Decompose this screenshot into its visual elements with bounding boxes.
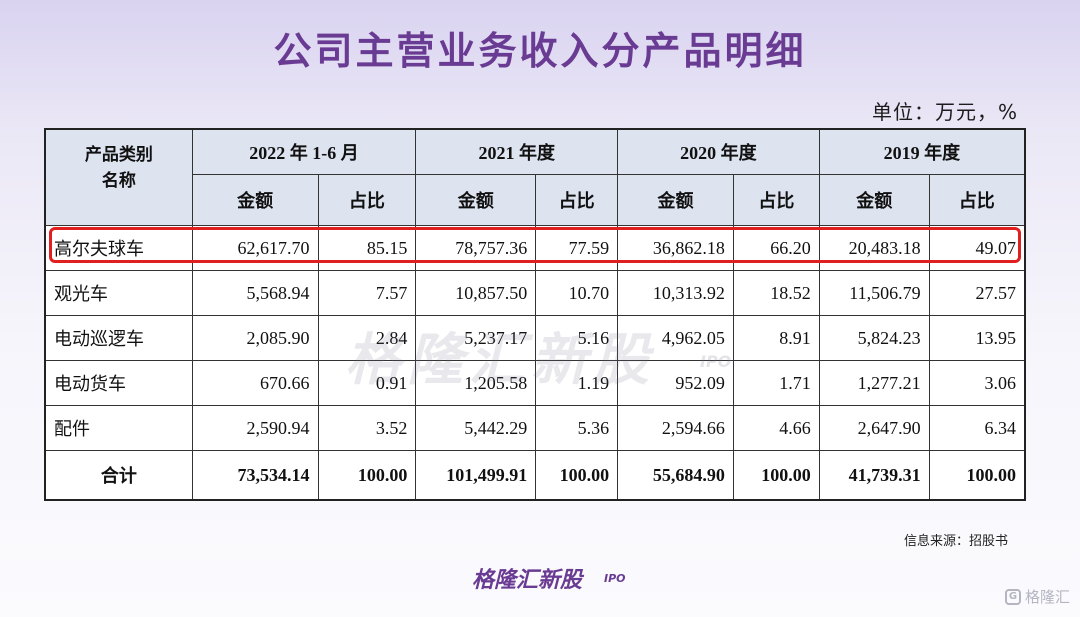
- share-header: 占比: [535, 174, 619, 226]
- period-header: 2019 年度: [818, 128, 1026, 175]
- product-name: 电动巡逻车: [44, 315, 193, 361]
- amount-cell: 670.66: [191, 360, 319, 406]
- total-amount-cell: 41,739.31: [818, 450, 930, 501]
- corner-brand: G 格隆汇: [1004, 586, 1070, 607]
- page-title: 公司主营业务收入分产品明细: [273, 29, 807, 73]
- share-cell: 85.15: [317, 225, 417, 271]
- corner-brand-text: 格隆汇: [1024, 588, 1070, 606]
- product-name: 高尔夫球车: [44, 225, 193, 271]
- amount-cell: 5,442.29: [415, 405, 537, 451]
- share-cell: 1.71: [732, 360, 820, 406]
- table-row: 高尔夫球车 62,617.70 85.15 78,757.36 77.59 36…: [44, 225, 1026, 271]
- share-cell: 7.57: [317, 270, 417, 316]
- share-cell: 1.19: [535, 360, 619, 406]
- share-cell: 8.91: [732, 315, 820, 361]
- amount-cell: 2,647.90: [818, 405, 930, 451]
- amount-cell: 4,962.05: [617, 315, 734, 361]
- amount-header: 金额: [415, 174, 537, 226]
- amount-cell: 2,590.94: [191, 405, 319, 451]
- share-cell: 3.06: [928, 360, 1026, 406]
- amount-cell: 78,757.36: [415, 225, 537, 271]
- share-cell: 77.59: [535, 225, 619, 271]
- amount-cell: 36,862.18: [617, 225, 734, 271]
- amount-cell: 11,506.79: [818, 270, 930, 316]
- share-cell: 10.70: [535, 270, 619, 316]
- share-cell: 2.84: [317, 315, 417, 361]
- total-amount-cell: 73,534.14: [191, 450, 319, 501]
- amount-cell: 2,594.66: [617, 405, 734, 451]
- share-cell: 27.57: [928, 270, 1026, 316]
- share-cell: 6.34: [928, 405, 1026, 451]
- share-cell: 13.95: [928, 315, 1026, 361]
- share-cell: 18.52: [732, 270, 820, 316]
- header-row-metrics: 金额 占比 金额 占比 金额 占比 金额 占比: [45, 174, 1026, 226]
- total-share-cell: 100.00: [732, 450, 820, 501]
- table-row: 配件 2,590.94 3.52 5,442.29 5.36 2,594.66 …: [44, 405, 1026, 451]
- unit-label: 单位：万元，%: [871, 100, 1018, 124]
- source-note: 信息来源：招股书: [903, 534, 1008, 549]
- share-cell: 3.52: [317, 405, 417, 451]
- total-share-cell: 100.00: [535, 450, 619, 501]
- total-share-cell: 100.00: [317, 450, 417, 501]
- amount-cell: 1,277.21: [818, 360, 930, 406]
- category-header-line1: 产品类别: [84, 145, 153, 165]
- product-name: 电动货车: [44, 360, 193, 406]
- share-header: 占比: [317, 174, 417, 226]
- period-header: 2020 年度: [617, 128, 820, 175]
- share-cell: 4.66: [732, 405, 820, 451]
- table-row: 观光车 5,568.94 7.57 10,857.50 10.70 10,313…: [44, 270, 1026, 316]
- category-header: 产品类别 名称: [44, 128, 193, 226]
- total-label: 合计: [44, 450, 193, 501]
- amount-cell: 5,568.94: [191, 270, 319, 316]
- share-cell: 49.07: [928, 225, 1026, 271]
- brand-logo-sub: IPO: [604, 572, 626, 585]
- share-header: 占比: [928, 174, 1026, 226]
- amount-cell: 2,085.90: [191, 315, 319, 361]
- amount-header: 金额: [617, 174, 734, 226]
- share-cell: 5.36: [535, 405, 619, 451]
- total-row: 合计 73,534.14 100.00 101,499.91 100.00 55…: [44, 450, 1026, 501]
- revenue-table: 产品类别 名称 2022 年 1-6 月 2021 年度 2020 年度 201…: [44, 128, 1026, 501]
- brand-icon: G: [1004, 588, 1021, 605]
- total-amount-cell: 101,499.91: [415, 450, 537, 501]
- watermark-sub: IPO: [700, 352, 732, 371]
- product-name: 观光车: [44, 270, 193, 316]
- share-header: 占比: [732, 174, 820, 226]
- amount-cell: 1,205.58: [415, 360, 537, 406]
- amount-cell: 10,857.50: [415, 270, 537, 316]
- table-row: 电动货车 670.66 0.91 1,205.58 1.19 952.09 1.…: [44, 360, 1026, 406]
- share-cell: 5.16: [535, 315, 619, 361]
- category-header-line2: 名称: [101, 171, 136, 191]
- amount-cell: 10,313.92: [617, 270, 734, 316]
- share-cell: 66.20: [732, 225, 820, 271]
- amount-cell: 62,617.70: [191, 225, 319, 271]
- period-header: 2021 年度: [415, 128, 619, 175]
- brand-logo: 格隆汇新股: [472, 568, 583, 593]
- total-amount-cell: 55,684.90: [617, 450, 734, 501]
- product-name: 配件: [44, 405, 193, 451]
- amount-cell: 20,483.18: [818, 225, 930, 271]
- period-header: 2022 年 1-6 月: [191, 128, 417, 175]
- amount-header: 金额: [191, 174, 319, 226]
- total-share-cell: 100.00: [928, 450, 1026, 501]
- watermark: 格隆汇新股: [345, 328, 655, 393]
- header-row-periods: 产品类别 名称 2022 年 1-6 月 2021 年度 2020 年度 201…: [44, 128, 1026, 226]
- amount-header: 金额: [818, 174, 930, 226]
- amount-cell: 5,824.23: [818, 315, 930, 361]
